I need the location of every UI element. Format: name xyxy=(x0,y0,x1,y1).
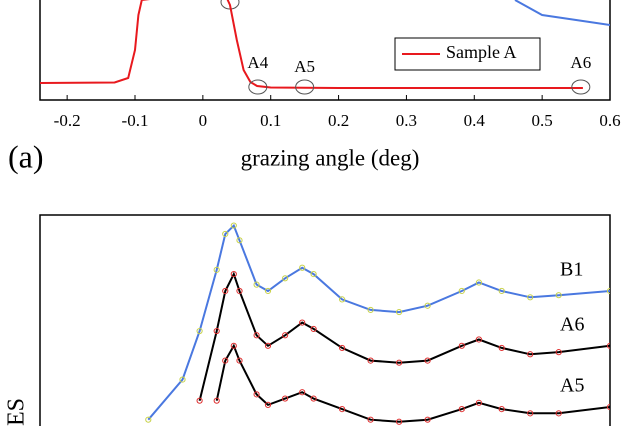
data-point xyxy=(396,359,403,366)
data-point xyxy=(606,403,610,411)
x-axis-label: grazing angle (deg) xyxy=(241,145,420,170)
data-point xyxy=(498,287,505,295)
data-point xyxy=(475,279,482,286)
data-point xyxy=(230,342,237,349)
series-line xyxy=(40,0,583,89)
data-point xyxy=(236,287,243,295)
data-point xyxy=(367,416,374,423)
data-point xyxy=(179,376,186,383)
data-point xyxy=(299,264,306,271)
data-point xyxy=(555,410,562,417)
top-frame xyxy=(39,0,611,101)
data-point xyxy=(222,287,229,295)
data-point xyxy=(396,418,403,425)
annotation-label: A6 xyxy=(570,53,591,72)
data-point xyxy=(213,266,220,273)
data-point xyxy=(396,308,403,316)
panel-label: (a) xyxy=(8,138,44,174)
data-point xyxy=(458,342,465,349)
data-point xyxy=(527,351,534,358)
data-point xyxy=(196,327,203,335)
y-axis-label: ES xyxy=(4,398,30,426)
data-point xyxy=(230,270,237,278)
data-point xyxy=(222,230,229,238)
series-label: B1 xyxy=(560,259,583,281)
data-point xyxy=(498,406,505,413)
data-point xyxy=(458,406,465,413)
data-point xyxy=(299,389,306,396)
data-point xyxy=(282,332,289,339)
data-point xyxy=(253,391,260,398)
data-point xyxy=(236,237,243,244)
series-label: A6 xyxy=(560,313,584,335)
series-line xyxy=(147,223,610,421)
data-point xyxy=(310,270,317,278)
data-point xyxy=(253,281,260,288)
x-tick-label: 0.4 xyxy=(464,111,486,130)
bottom-frame xyxy=(39,214,611,426)
annotation-circle xyxy=(248,79,268,95)
data-point xyxy=(606,287,610,295)
data-point xyxy=(424,357,431,364)
data-point xyxy=(555,292,562,299)
data-point xyxy=(498,344,505,352)
data-point xyxy=(475,399,482,406)
data-point xyxy=(475,336,482,343)
x-tick-label: -0.2 xyxy=(54,111,81,130)
x-tick-label: -0.1 xyxy=(122,111,149,130)
series-line xyxy=(514,0,610,26)
x-tick-label: 0 xyxy=(199,111,208,130)
x-tick-label: 0.5 xyxy=(532,111,553,130)
data-point xyxy=(367,357,374,364)
annotation-label: A4 xyxy=(247,53,268,72)
data-point xyxy=(264,401,272,408)
data-point xyxy=(145,416,152,423)
data-point xyxy=(310,325,317,333)
data-point xyxy=(527,294,534,301)
data-point xyxy=(339,344,346,352)
data-point xyxy=(606,342,610,349)
x-tick-label: 0.1 xyxy=(260,111,281,130)
data-point xyxy=(230,222,237,229)
data-point xyxy=(253,332,260,339)
annotation-circle xyxy=(571,79,591,95)
data-point xyxy=(424,416,431,423)
data-point xyxy=(299,319,306,326)
data-point xyxy=(310,395,317,402)
data-point xyxy=(196,397,203,404)
data-point xyxy=(527,410,534,417)
data-point xyxy=(222,357,229,364)
data-point xyxy=(367,306,374,314)
data-point xyxy=(339,406,346,413)
data-point xyxy=(339,296,346,303)
x-tick-label: 0.3 xyxy=(396,111,417,130)
data-point xyxy=(555,349,562,356)
data-point xyxy=(213,327,220,335)
legend-label: Sample A xyxy=(446,42,517,62)
data-point xyxy=(213,397,220,404)
data-point xyxy=(264,342,272,349)
data-point xyxy=(458,287,465,295)
series-line xyxy=(198,271,610,401)
series-line xyxy=(215,343,610,423)
data-point xyxy=(282,275,289,282)
series-label: A5 xyxy=(560,375,584,397)
data-point xyxy=(282,395,289,402)
x-tick-label: 0.6 xyxy=(599,111,620,130)
data-point xyxy=(424,302,431,309)
data-point xyxy=(264,287,272,295)
annotation-label: A5 xyxy=(294,57,315,76)
annotation-circle xyxy=(295,79,315,95)
data-point xyxy=(236,357,243,364)
x-tick-label: 0.2 xyxy=(328,111,349,130)
